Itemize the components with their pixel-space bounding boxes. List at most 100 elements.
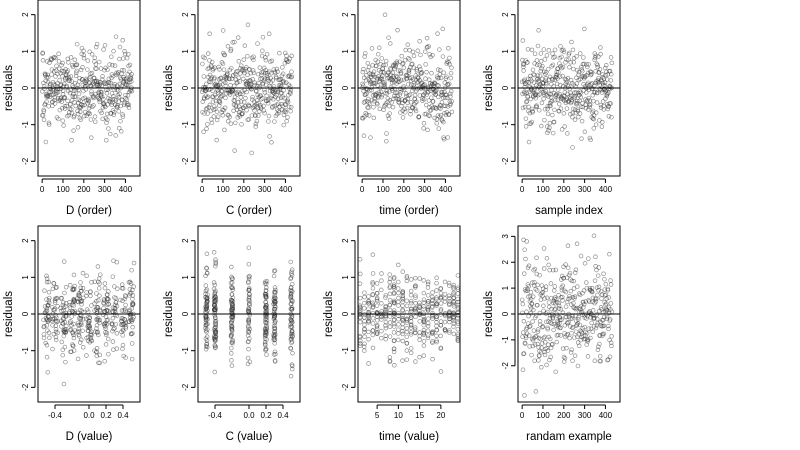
- data-point: [239, 111, 245, 117]
- data-point: [289, 312, 294, 317]
- data-point: [281, 122, 287, 128]
- data-point: [422, 82, 427, 87]
- y-tick-label: 0: [181, 85, 190, 90]
- data-point: [569, 347, 574, 352]
- data-point: [252, 108, 257, 113]
- data-point: [85, 98, 91, 103]
- data-point: [548, 320, 553, 325]
- data-point: [122, 316, 127, 322]
- data-point: [550, 341, 555, 347]
- data-point: [262, 339, 268, 345]
- data-point: [404, 334, 410, 340]
- data-point: [123, 324, 129, 329]
- data-point: [550, 51, 555, 56]
- data-point: [70, 85, 76, 90]
- data-point: [246, 280, 251, 286]
- data-point: [564, 106, 570, 111]
- data-point: [529, 106, 535, 112]
- data-point: [545, 326, 551, 332]
- data-point: [400, 358, 405, 363]
- x-tick-label: 0.0: [243, 411, 255, 420]
- data-point: [446, 280, 452, 286]
- data-point: [263, 70, 268, 76]
- data-point: [67, 78, 72, 84]
- data-point: [122, 49, 127, 54]
- data-point: [271, 316, 277, 322]
- data-point: [438, 106, 443, 111]
- data-point: [562, 288, 567, 293]
- data-point: [246, 325, 251, 330]
- data-point: [573, 267, 579, 272]
- data-point: [253, 121, 259, 127]
- data-point: [609, 334, 614, 339]
- data-point: [521, 351, 527, 356]
- data-point: [571, 278, 577, 284]
- data-point: [363, 92, 368, 97]
- data-point: [99, 110, 104, 116]
- x-tick-label: 0.2: [100, 411, 112, 420]
- data-point: [435, 67, 441, 72]
- data-point: [366, 64, 372, 70]
- data-point: [387, 272, 392, 277]
- data-point: [545, 111, 551, 117]
- plot-frame: [37, 0, 141, 177]
- data-point: [535, 73, 541, 78]
- data-point: [260, 96, 265, 101]
- data-point: [387, 89, 392, 94]
- data-point: [408, 315, 414, 320]
- data-point: [586, 107, 591, 112]
- data-point: [370, 316, 376, 321]
- data-point: [599, 124, 605, 129]
- data-point: [229, 292, 235, 297]
- data-point: [55, 71, 60, 77]
- data-point: [248, 78, 253, 84]
- data-point: [253, 113, 258, 119]
- data-point: [122, 51, 128, 57]
- data-point: [275, 69, 280, 74]
- data-point: [107, 131, 113, 137]
- data-point: [546, 48, 552, 53]
- data-point: [544, 124, 550, 129]
- data-point: [203, 288, 209, 294]
- data-point: [75, 108, 80, 114]
- data-point: [70, 342, 75, 347]
- data-point: [421, 319, 427, 325]
- data-point: [605, 101, 610, 107]
- data-point: [544, 81, 549, 87]
- data-point: [202, 55, 207, 61]
- data-point: [221, 107, 226, 113]
- data-point: [548, 281, 554, 286]
- data-point: [71, 113, 77, 118]
- data-point: [40, 89, 45, 94]
- data-point: [370, 279, 375, 285]
- data-point: [52, 97, 57, 103]
- data-point: [542, 57, 548, 62]
- data-point: [278, 83, 283, 88]
- data-point: [403, 110, 408, 115]
- data-point: [421, 343, 427, 348]
- data-point: [433, 92, 439, 97]
- x-axis-title: sample index: [535, 205, 603, 217]
- data-point: [71, 287, 77, 292]
- data-point: [568, 77, 574, 83]
- data-point: [81, 52, 87, 58]
- data-point: [593, 254, 598, 260]
- data-point: [520, 301, 526, 307]
- data-point: [571, 286, 577, 291]
- data-point: [111, 110, 117, 115]
- data-point: [534, 271, 539, 277]
- data-point: [595, 62, 600, 68]
- x-axis-title: D (value): [66, 431, 113, 443]
- data-point: [445, 82, 451, 88]
- data-point: [60, 88, 66, 94]
- data-point: [120, 114, 126, 119]
- data-point: [213, 329, 218, 334]
- data-point: [244, 107, 249, 113]
- data-point: [48, 86, 53, 92]
- data-point: [213, 288, 218, 294]
- data-point: [446, 81, 452, 87]
- data-point: [531, 283, 537, 288]
- data-point: [203, 328, 209, 333]
- data-point: [62, 290, 67, 296]
- data-point: [66, 310, 72, 316]
